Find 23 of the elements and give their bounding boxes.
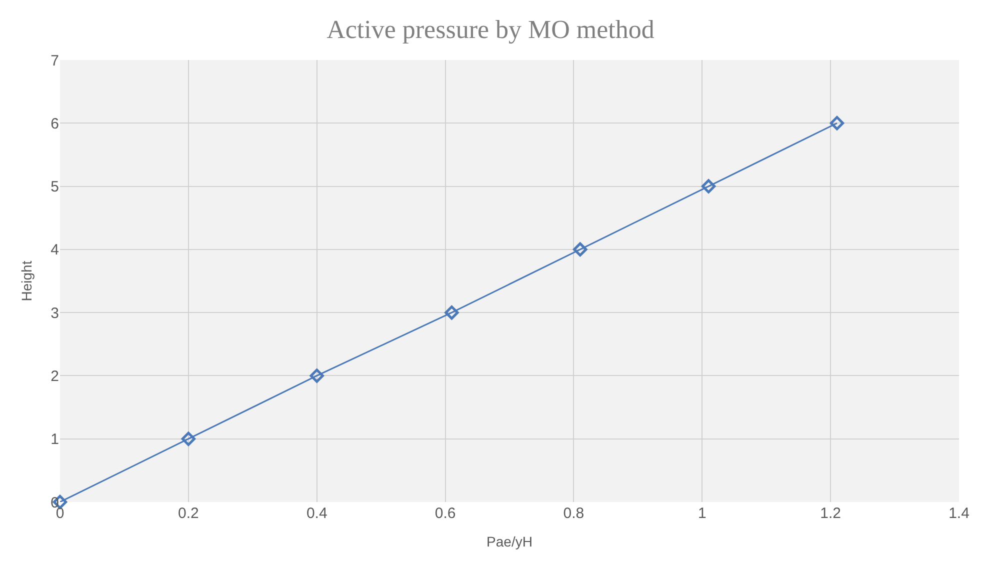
x-tick-label: 0.8 xyxy=(563,505,584,522)
y-axis-title: Height xyxy=(18,260,34,302)
x-tick-label: 1.4 xyxy=(948,505,970,522)
x-tick-label: 0.6 xyxy=(434,505,456,522)
x-tick-label: 0.4 xyxy=(306,505,328,522)
y-tick-label: 1 xyxy=(50,431,59,448)
y-tick-label: 7 xyxy=(50,52,59,70)
y-tick-label: 5 xyxy=(50,178,59,196)
x-tick-label: 1 xyxy=(698,505,706,522)
point xyxy=(701,179,716,194)
y-tick-label: 6 xyxy=(50,115,59,132)
point xyxy=(830,116,844,130)
y-tick-label: 3 xyxy=(50,304,59,322)
point xyxy=(181,432,196,446)
chart-title: Active pressure by MO method xyxy=(326,14,654,44)
y-tick-label: 4 xyxy=(50,242,59,259)
x-tick-label: 0.2 xyxy=(178,505,199,522)
point xyxy=(444,305,459,320)
y-tick-label: 2 xyxy=(50,368,59,385)
x-tick-label: 1.2 xyxy=(820,505,841,522)
x-axis-title: Pae/yH xyxy=(486,533,532,550)
point xyxy=(573,242,588,257)
point xyxy=(310,368,324,383)
